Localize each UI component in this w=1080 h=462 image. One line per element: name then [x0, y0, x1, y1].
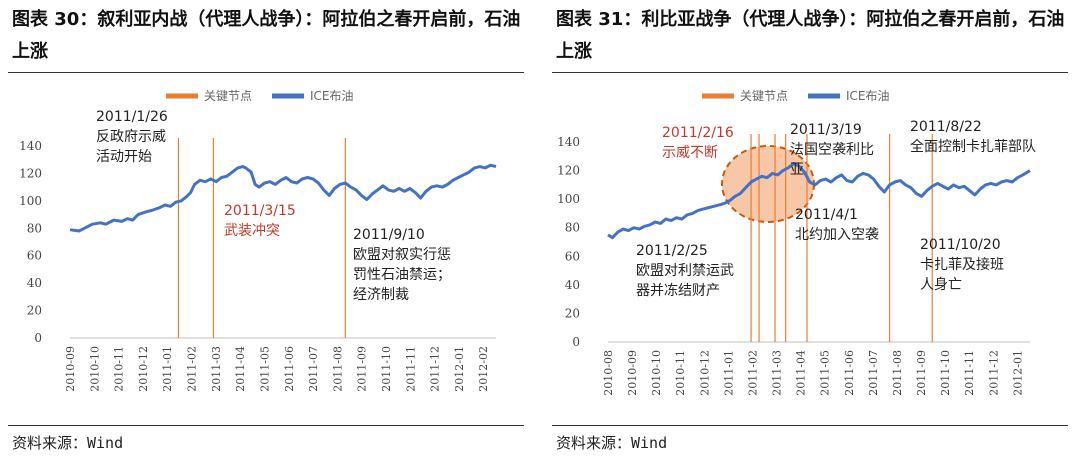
top-rule: [552, 72, 1068, 73]
annotation-text: 武装冲突: [224, 223, 280, 239]
x-tick-label: 2011-04: [795, 350, 808, 396]
annotation-text: 2011/9/10: [353, 227, 425, 243]
y-tick-label: 120: [19, 166, 42, 180]
x-tick-label: 2010-09: [64, 346, 77, 392]
annotation-text: 全面控制卡扎菲部队: [910, 138, 1036, 155]
x-tick-label: 2010-10: [88, 346, 101, 392]
x-tick-label: 2010-10: [650, 350, 663, 396]
figure-30: 图表 30：叙利亚内战（代理人战争）：阿拉伯之春开启前，石油上涨 关键节点 ICE…: [8, 0, 528, 462]
legend-label-key-nodes: 关键节点: [740, 89, 788, 103]
y-tick-label: 0: [572, 335, 580, 349]
annotation-text: 示威不断: [662, 145, 718, 161]
annotation-text: 欧盟对叙实行惩: [353, 246, 451, 263]
annotation-text: 反政府示威: [96, 129, 166, 145]
annotation-text: 罚性石油禁运；: [353, 267, 451, 283]
x-tick-label: 2011-05: [819, 350, 832, 396]
y-tick-label: 100: [19, 194, 42, 208]
y-tick-label: 40: [27, 276, 42, 290]
annotation-text: 活动开始: [96, 149, 152, 165]
x-tick-label: 2011-02: [746, 350, 759, 396]
source-note: 资料来源：Wind: [12, 434, 124, 452]
x-tick-label: 2011-10: [380, 346, 393, 392]
annotation-text: 器并冻结财产: [636, 282, 720, 299]
figure-title: 图表 31：利比亚战争（代理人战争）：阿拉伯之春开启前，石油上涨: [556, 9, 1065, 62]
series-line-ice-brent: [607, 161, 1031, 240]
y-tick-label: 40: [565, 278, 580, 292]
annotation-text: 2011/3/15: [224, 203, 296, 219]
annotation-text: 2011/2/16: [662, 125, 734, 141]
annotation-text: 欧盟对利禁运武: [636, 263, 734, 279]
annotation-text: 2011/4/1: [795, 207, 858, 223]
annotation-text: 2011/2/25: [636, 243, 708, 259]
x-tick-label: 2011-07: [307, 346, 320, 392]
y-tick-label: 120: [557, 164, 580, 178]
x-tick-label: 2011-08: [331, 346, 344, 392]
annotation-text: 经济制裁: [353, 287, 409, 303]
x-tick-label: 2010-12: [698, 350, 711, 396]
chart-syria: 关键节点 ICE布油 0 20 40 60 80 100 120 140 2010-09 2010-1…: [19, 89, 497, 392]
y-tick-label: 0: [34, 331, 42, 345]
x-tick-label: 2011-01: [722, 350, 735, 396]
x-tick-label: 2011-11: [404, 346, 417, 392]
annotation-text: 亚: [790, 162, 804, 178]
x-tick-label: 2011-08: [891, 350, 904, 396]
y-tick-label: 20: [27, 304, 42, 318]
annotation-text: 人身亡: [920, 277, 962, 293]
x-tick-label: 2011-10: [939, 350, 952, 396]
bottom-rule: [552, 425, 1068, 426]
x-tick-label: 2011-03: [210, 346, 223, 392]
x-tick-label: 2011-07: [867, 350, 880, 396]
x-tick-label: 2011-02: [186, 346, 199, 392]
x-tick-label: 2011-12: [429, 346, 442, 392]
x-tick-label: 2012-02: [477, 346, 490, 392]
bottom-rule: [8, 425, 524, 426]
annotation-text: 2011/3/19: [790, 122, 862, 138]
x-tick-label: 2011-03: [771, 350, 784, 396]
figure-31: 图表 31：利比亚战争（代理人战争）：阿拉伯之春开启前，石油上涨 关键节点 ICE…: [552, 0, 1072, 462]
y-tick-label: 100: [557, 192, 580, 206]
y-tick-label: 140: [19, 139, 42, 153]
x-tick-label: 2011-11: [963, 350, 976, 396]
y-tick-label: 60: [27, 249, 42, 263]
x-tick-label: 2010-11: [113, 346, 126, 392]
y-tick-label: 140: [557, 135, 580, 149]
annotation-text: 2011/8/22: [910, 119, 982, 135]
legend-label-ice-brent: ICE布油: [846, 89, 890, 103]
x-tick-label: 2010-09: [626, 350, 639, 396]
x-tick-label: 2010-12: [137, 346, 150, 392]
x-tick-label: 2011-01: [161, 346, 174, 392]
x-tick-label: 2012-01: [453, 346, 466, 392]
annotation-text: 北约加入空袭: [795, 227, 879, 243]
legend-label-key-nodes: 关键节点: [204, 89, 252, 103]
x-tick-label: 2011-06: [843, 350, 856, 396]
annotation-text: 法国空袭利比: [790, 142, 874, 158]
x-tick-label: 2011-04: [234, 346, 247, 392]
y-tick-label: 80: [27, 221, 42, 235]
x-tick-label: 2010-11: [674, 350, 687, 396]
top-rule: [8, 72, 524, 73]
x-tick-label: 2011-12: [987, 350, 1000, 396]
annotation-text: 2011/1/26: [96, 109, 168, 125]
x-tick-label: 2010-08: [602, 350, 615, 396]
figure-title: 图表 30：叙利亚内战（代理人战争）：阿拉伯之春开启前，石油上涨: [12, 9, 521, 62]
y-tick-label: 20: [565, 306, 580, 320]
y-tick-label: 60: [565, 249, 580, 263]
x-tick-label: 2011-09: [356, 346, 369, 392]
chart-libya: 关键节点 ICE布油 0 20 40 60 80 100 120 140 2010-08 2010-0…: [557, 89, 1036, 396]
source-note: 资料来源：Wind: [556, 434, 668, 452]
annotation-text: 卡扎菲及接班: [920, 256, 1004, 273]
x-tick-label: 2011-09: [915, 350, 928, 396]
x-tick-label: 2011-06: [283, 346, 296, 392]
annotation-text: 2011/10/20: [920, 237, 1001, 253]
x-tick-label: 2012-01: [1011, 350, 1024, 396]
legend-label-ice-brent: ICE布油: [310, 89, 354, 103]
series-line-ice-brent: [69, 163, 497, 233]
y-tick-label: 80: [565, 221, 580, 235]
x-tick-label: 2011-05: [258, 346, 271, 392]
